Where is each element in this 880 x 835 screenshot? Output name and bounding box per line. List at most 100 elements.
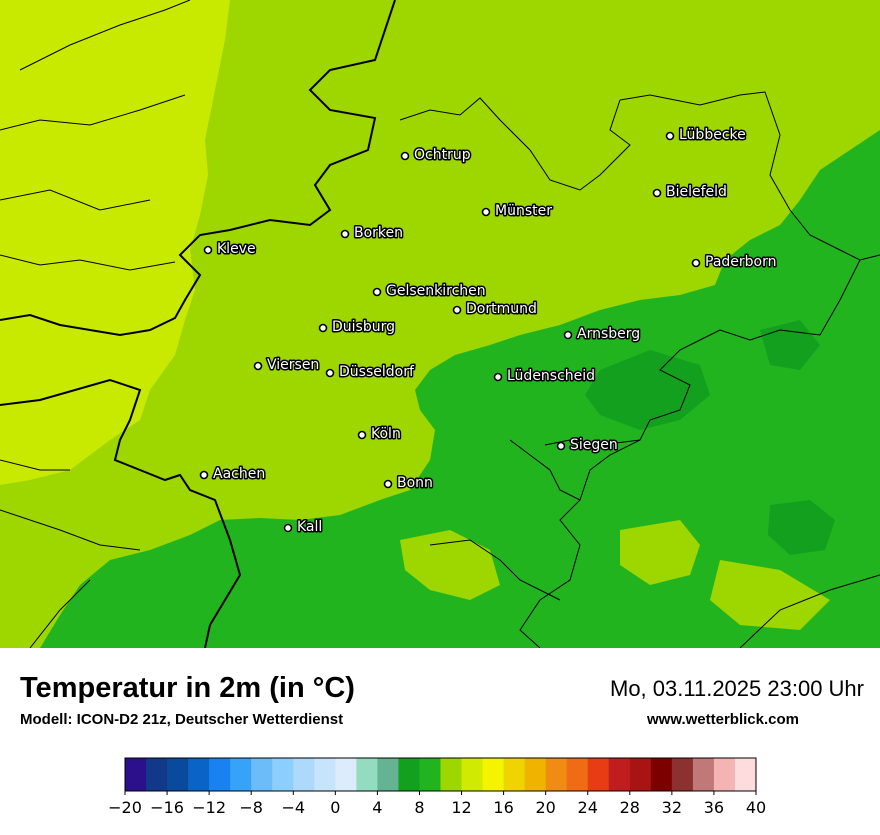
city-duesseldorf[interactable]: Düsseldorf: [325, 363, 416, 382]
city-kleve[interactable]: Kleve: [203, 240, 257, 259]
svg-text:Borken: Borken: [354, 225, 403, 241]
city-viersen[interactable]: Viersen: [253, 356, 321, 375]
zone-10-12-patch-southeast: [620, 520, 700, 585]
legend-swatch: [167, 758, 189, 791]
legend-swatch: [356, 758, 378, 791]
legend-tick-label: −12: [192, 798, 226, 817]
national-borders: [0, 0, 396, 648]
legend-border: [124, 757, 757, 792]
svg-text:Lüdenscheid: Lüdenscheid: [507, 368, 595, 384]
city-siegen[interactable]: Siegen: [556, 436, 619, 455]
svg-text:Kleve: Kleve: [217, 241, 256, 257]
model-info: Modell: ICON-D2 21z, Deutscher Wetterdie…: [20, 711, 344, 728]
legend-swatch: [734, 758, 757, 791]
map-title: Temperatur in 2m (in °C): [20, 672, 355, 704]
legend-scale: −20 −16 −12 −8 −4 0 4 8 12 16 20 24 28 32 36 40: [108, 757, 766, 817]
legend-swatch: [335, 758, 357, 791]
legend-swatch: [230, 758, 252, 791]
legend-swatch: [314, 758, 336, 791]
legend-swatch: [608, 758, 631, 791]
legend-swatch: [629, 758, 652, 791]
legend-swatch: [209, 758, 231, 791]
legend-swatch: [125, 758, 147, 791]
zone-6-8-east: [768, 500, 835, 555]
legend-tick-label: 8: [414, 798, 424, 817]
legend-swatch: [419, 758, 441, 791]
legend-swatch: [587, 758, 610, 791]
color-legend: −20 −16 −12 −8 −4 0 4 8 12 16 20 24 28 32 36 40: [0, 748, 880, 830]
legend-swatch: [398, 758, 420, 791]
legend-tick-label: −4: [281, 798, 305, 817]
legend-tick-label: 20: [535, 798, 555, 817]
legend-swatch: [524, 758, 547, 791]
city-kall[interactable]: Kall: [283, 518, 324, 537]
city-gelsenkirchen[interactable]: Gelsenkirchen: [372, 282, 487, 301]
city-bielefeld[interactable]: Bielefeld: [652, 183, 728, 202]
legend-tick-label: 24: [578, 798, 598, 817]
legend-tick-label: −20: [108, 798, 142, 817]
legend-swatch: [671, 758, 694, 791]
svg-text:Dortmund: Dortmund: [466, 301, 537, 317]
svg-text:Köln: Köln: [371, 426, 401, 442]
zone-10-12-patch-south: [400, 530, 500, 600]
zone-12-14-patch: [150, 120, 200, 175]
legend-tick-label: 32: [662, 798, 682, 817]
svg-text:Ochtrup: Ochtrup: [414, 147, 471, 163]
city-duisburg[interactable]: Duisburg: [318, 318, 397, 337]
city-muenster[interactable]: Münster: [481, 202, 554, 221]
svg-text:Bonn: Bonn: [397, 475, 433, 491]
map-canvas: Lübbecke Ochtrup Bielefeld Münster Borke…: [0, 0, 880, 648]
legend-tick-label: 36: [704, 798, 724, 817]
svg-text:Düsseldorf: Düsseldorf: [339, 364, 415, 380]
svg-text:Paderborn: Paderborn: [705, 254, 776, 270]
zone-8-10: [40, 130, 880, 648]
legend-tick-label: −16: [150, 798, 184, 817]
city-markers: Lübbecke Ochtrup Bielefeld Münster Borke…: [199, 126, 778, 537]
legend-swatch: [566, 758, 589, 791]
legend-tick-label: 0: [330, 798, 340, 817]
zone-10-12-patch-east: [710, 560, 830, 630]
legend-swatch: [440, 758, 463, 791]
svg-text:Viersen: Viersen: [267, 357, 319, 373]
legend-tick-label: −8: [239, 798, 263, 817]
legend-swatch: [377, 758, 399, 791]
legend-tick-label: 16: [493, 798, 513, 817]
zone-6-8-north: [760, 320, 820, 370]
svg-text:Bielefeld: Bielefeld: [666, 184, 727, 200]
city-luebbecke[interactable]: Lübbecke: [665, 126, 747, 145]
svg-text:Duisburg: Duisburg: [332, 319, 395, 335]
svg-text:Lübbecke: Lübbecke: [679, 127, 746, 143]
city-koeln[interactable]: Köln: [357, 425, 402, 444]
svg-text:Siegen: Siegen: [570, 437, 618, 453]
legend-tick-label: 12: [451, 798, 471, 817]
city-luedenscheid[interactable]: Lüdenscheid: [493, 367, 597, 386]
legend-swatch: [692, 758, 715, 791]
legend-swatch: [146, 758, 168, 791]
legend-swatch: [251, 758, 273, 791]
svg-text:Arnsberg: Arnsberg: [577, 326, 640, 342]
svg-text:Münster: Münster: [495, 203, 552, 219]
forecast-datetime: Mo, 03.11.2025 23:00 Uhr: [610, 676, 864, 701]
city-dortmund[interactable]: Dortmund: [452, 300, 538, 319]
legend-tick-label: 40: [746, 798, 766, 817]
city-ochtrup[interactable]: Ochtrup: [400, 146, 472, 165]
website-link[interactable]: www.wetterblick.com: [647, 711, 799, 728]
city-aachen[interactable]: Aachen: [199, 465, 267, 484]
city-arnsberg[interactable]: Arnsberg: [563, 325, 642, 344]
legend-swatch: [272, 758, 294, 791]
legend-swatch: [461, 758, 484, 791]
svg-text:Gelsenkirchen: Gelsenkirchen: [386, 283, 486, 299]
legend-swatch: [503, 758, 526, 791]
city-paderborn[interactable]: Paderborn: [691, 253, 778, 272]
legend-swatch: [482, 758, 505, 791]
city-bonn[interactable]: Bonn: [383, 474, 434, 493]
svg-text:Aachen: Aachen: [213, 466, 265, 482]
legend-swatch: [650, 758, 673, 791]
legend-swatch: [545, 758, 568, 791]
legend-tick-label: 4: [372, 798, 382, 817]
legend-swatch: [293, 758, 315, 791]
legend-swatch: [713, 758, 736, 791]
regional-borders: [0, 0, 880, 648]
legend-tick-label: 28: [620, 798, 640, 817]
city-borken[interactable]: Borken: [340, 224, 405, 243]
